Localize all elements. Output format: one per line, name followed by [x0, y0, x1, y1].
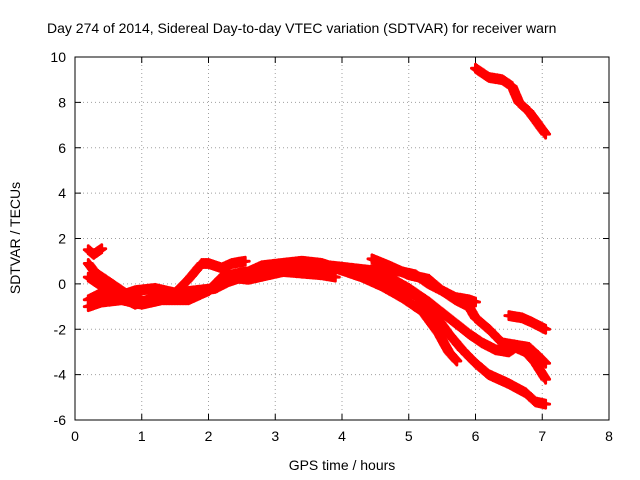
- y-tick-label: 0: [58, 276, 66, 292]
- plot-frame: [74, 56, 610, 421]
- x-tick-label: 1: [138, 428, 146, 444]
- series-markers: [369, 260, 481, 308]
- y-tick-label: -2: [54, 321, 67, 337]
- series-track-2: [82, 243, 108, 260]
- series-track-7: [223, 260, 552, 385]
- y-tick-label: 8: [58, 94, 66, 110]
- y-tick-label: 4: [58, 185, 66, 201]
- y-tick-label: 6: [58, 140, 66, 156]
- y-tick-label: -6: [54, 412, 67, 428]
- series-track-10: [503, 310, 552, 335]
- series-track-1: [470, 62, 552, 140]
- series-markers: [470, 62, 552, 140]
- y-tick-label: -4: [54, 367, 67, 383]
- series-track-9: [369, 260, 481, 308]
- x-tick-label: 2: [205, 428, 213, 444]
- x-tick-label: 5: [405, 428, 413, 444]
- y-tick-label: 10: [50, 49, 66, 65]
- grid: [75, 57, 609, 420]
- x-tick-label: 7: [538, 428, 546, 444]
- x-tick-label: 6: [472, 428, 480, 444]
- y-axis-label: SDTVAR / TECUs: [7, 182, 23, 294]
- x-axis-label: GPS time / hours: [289, 457, 396, 473]
- x-tick-label: 0: [71, 428, 79, 444]
- x-tick-label: 3: [271, 428, 279, 444]
- series-markers: [223, 260, 552, 385]
- series-group: [82, 62, 552, 410]
- series-markers: [82, 243, 108, 260]
- x-tick-label: 8: [605, 428, 613, 444]
- y-tick-labels: -6 -4 -2 0 2 4 6 8 10: [50, 49, 66, 428]
- chart-title: Day 274 of 2014, Sidereal Day-to-day VTE…: [47, 20, 556, 36]
- x-tick-labels: 0 1 2 3 4 5 6 7 8: [71, 428, 613, 444]
- y-tick-label: 2: [58, 231, 66, 247]
- series-markers: [503, 310, 552, 335]
- x-tick-label: 4: [338, 428, 346, 444]
